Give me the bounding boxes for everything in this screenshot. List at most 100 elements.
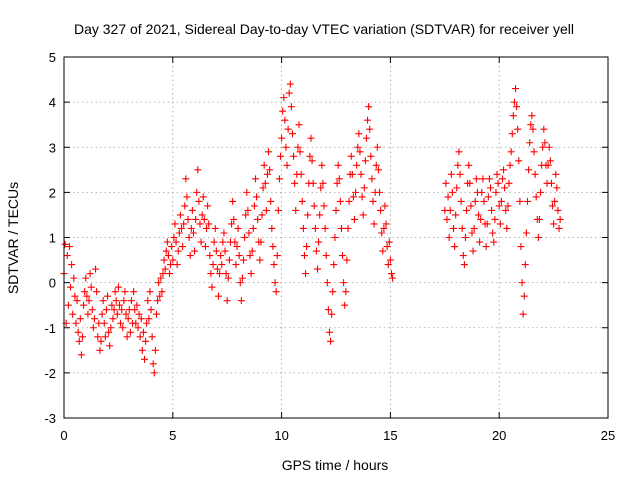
data-point <box>466 179 474 187</box>
data-point <box>230 215 238 223</box>
data-point <box>113 310 121 318</box>
y-tick-label: 4 <box>49 95 56 110</box>
data-point <box>81 288 89 296</box>
data-point <box>366 125 374 133</box>
data-point <box>109 315 117 323</box>
data-point <box>281 116 289 124</box>
data-point <box>319 179 327 187</box>
data-point <box>273 252 281 260</box>
y-tick-label: 1 <box>49 231 56 246</box>
data-point <box>332 206 340 214</box>
y-tick-label: -2 <box>44 366 56 381</box>
data-point <box>241 234 249 241</box>
data-point <box>136 333 144 341</box>
data-point <box>173 261 181 269</box>
data-point <box>244 206 252 214</box>
data-point <box>362 134 370 142</box>
data-point <box>163 238 171 246</box>
data-point <box>115 301 123 309</box>
data-point <box>256 256 264 264</box>
data-point <box>341 301 349 309</box>
data-point <box>472 175 480 183</box>
data-point <box>205 220 213 228</box>
data-point <box>157 274 165 282</box>
data-point <box>270 261 278 269</box>
data-point <box>105 328 113 336</box>
data-point <box>297 170 305 178</box>
data-point <box>114 283 122 291</box>
data-point <box>322 252 330 260</box>
data-point <box>490 238 498 246</box>
data-point <box>172 238 180 246</box>
data-point <box>64 301 72 309</box>
data-point <box>179 243 187 251</box>
y-axis-label: SDTVAR / TECUs <box>5 182 21 294</box>
data-point <box>126 328 134 336</box>
x-tick-label: 20 <box>492 428 506 443</box>
data-point <box>385 238 393 246</box>
data-point <box>240 256 248 264</box>
data-point <box>72 319 80 327</box>
data-point <box>198 211 206 219</box>
data-point <box>159 270 167 278</box>
data-point <box>555 224 563 232</box>
data-point <box>496 220 504 228</box>
data-point <box>206 252 214 260</box>
data-point <box>450 224 458 232</box>
data-point <box>69 310 77 318</box>
data-point <box>237 297 245 305</box>
data-point <box>551 197 559 205</box>
data-point <box>482 243 490 251</box>
data-point <box>210 238 218 246</box>
data-point <box>312 247 320 255</box>
data-point <box>531 170 539 178</box>
data-point <box>283 161 291 169</box>
data-point <box>506 161 514 169</box>
data-point <box>455 148 463 156</box>
data-point <box>238 274 246 282</box>
data-point <box>278 134 286 142</box>
data-point <box>298 197 306 205</box>
data-point <box>334 161 342 169</box>
data-point <box>156 292 164 300</box>
data-point <box>501 184 509 192</box>
data-point <box>361 157 369 165</box>
data-point <box>132 319 140 327</box>
data-point <box>182 175 190 183</box>
data-point <box>245 229 253 237</box>
data-point <box>553 184 561 192</box>
data-point <box>314 265 322 273</box>
data-point <box>546 157 554 165</box>
data-point <box>454 161 462 169</box>
data-point <box>544 161 552 169</box>
y-tick-label: 3 <box>49 140 56 155</box>
data-point <box>223 297 231 305</box>
data-point <box>188 206 196 214</box>
data-point <box>141 355 149 363</box>
data-point <box>166 270 174 278</box>
y-tick-label: -1 <box>44 321 56 336</box>
data-point <box>532 193 540 201</box>
data-point <box>97 337 105 345</box>
data-point <box>370 220 378 228</box>
data-point <box>271 279 279 287</box>
data-point <box>111 288 119 296</box>
data-point <box>288 130 296 138</box>
data-point <box>302 270 310 278</box>
data-point <box>480 197 488 205</box>
data-point <box>358 193 366 201</box>
data-point <box>307 134 315 142</box>
data-point <box>311 224 319 232</box>
data-point <box>137 315 145 323</box>
data-point <box>470 224 478 232</box>
data-point <box>212 247 220 255</box>
data-point <box>528 112 536 120</box>
data-point <box>495 202 503 210</box>
x-tick-label: 5 <box>169 428 176 443</box>
data-point <box>112 297 120 305</box>
data-point <box>170 234 178 241</box>
data-point <box>180 220 188 228</box>
x-tick-label: 10 <box>274 428 288 443</box>
data-point <box>68 261 76 269</box>
data-point <box>134 324 142 332</box>
